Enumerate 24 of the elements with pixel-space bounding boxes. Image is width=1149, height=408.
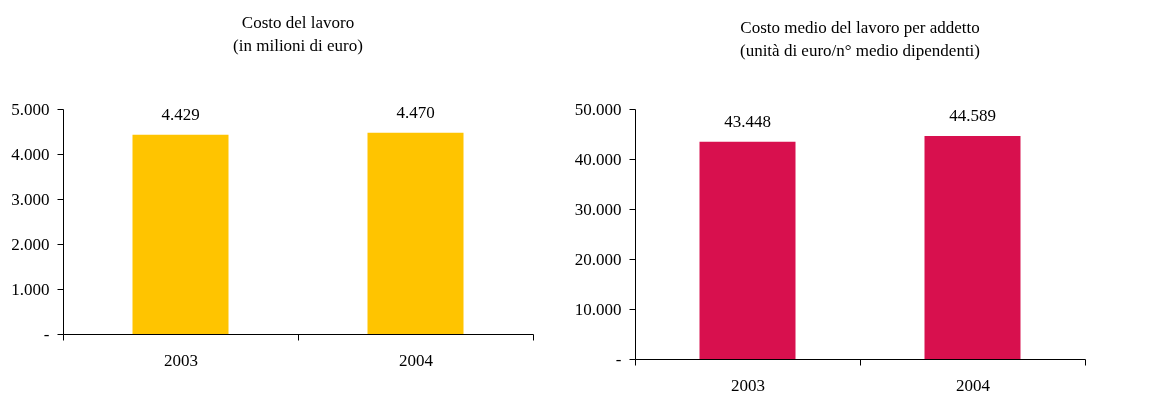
data-label: 4.470 [396, 102, 435, 122]
y-tick-label: 40.000 [574, 149, 622, 169]
data-label: 43.448 [724, 111, 771, 131]
data-label: 44.589 [949, 106, 996, 126]
data-label: 4.429 [161, 104, 200, 124]
chart-title: Costo del lavoro [241, 13, 355, 32]
y-tick-label: 5.000 [11, 99, 50, 119]
y-tick-label: 1.000 [11, 279, 50, 299]
y-tick-label: - [43, 324, 50, 344]
y-tick-label: 3.000 [11, 189, 50, 209]
y-tick-label: 2.000 [11, 234, 50, 254]
y-tick-label: - [615, 349, 622, 369]
x-tick-label: 2004 [399, 350, 434, 370]
x-tick-label: 2004 [956, 375, 991, 395]
chart-subtitle: (unità di euro/n° medio dipendenti) [739, 41, 981, 60]
y-tick-label: 10.000 [574, 299, 622, 319]
x-tick-label: 2003 [164, 350, 198, 370]
y-tick-label: 50.000 [574, 99, 622, 119]
y-tick-label: 4.000 [11, 144, 50, 164]
chart-title: Costo medio del lavoro per addetto [740, 18, 980, 37]
y-tick-label: 20.000 [574, 249, 622, 269]
chart-subtitle: (in milioni di euro) [233, 36, 363, 55]
y-tick-label: 30.000 [574, 199, 622, 219]
x-tick-label: 2003 [731, 375, 765, 395]
